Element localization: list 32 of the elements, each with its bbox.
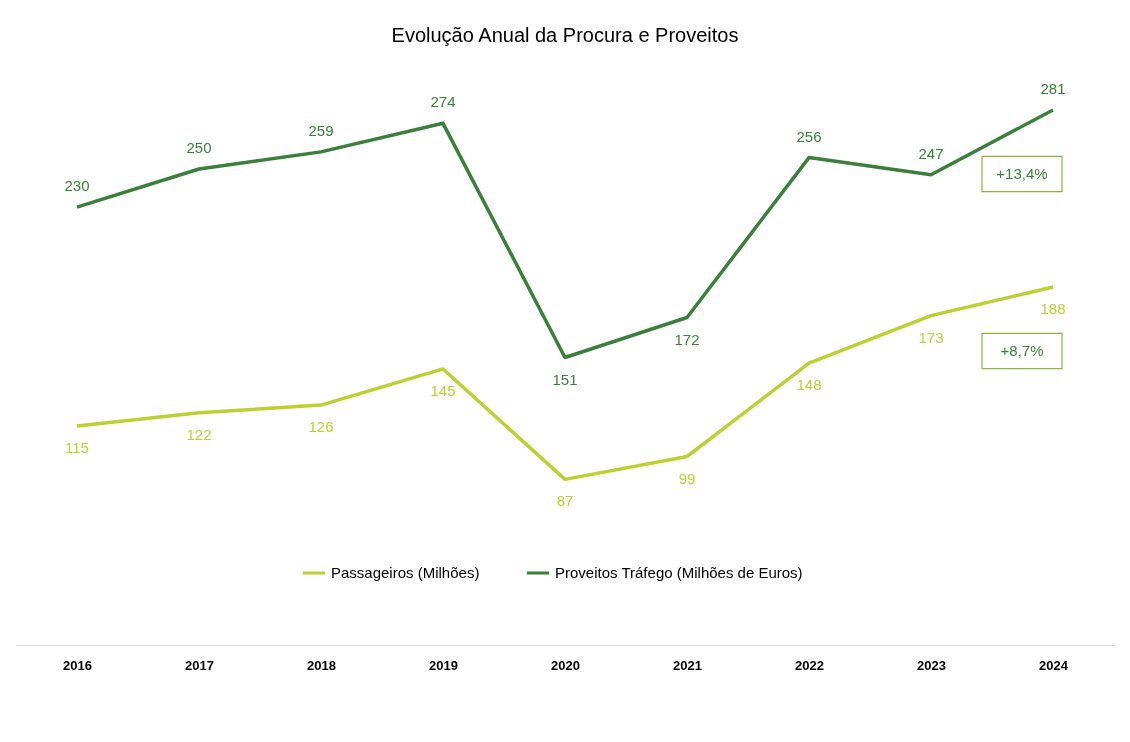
legend-label: Passageiros (Milhões) [331,564,480,581]
x-tick-label: 2020 [551,657,580,673]
data-label: 99 [678,469,696,487]
data-label: 256 [796,127,822,145]
annotation: +13,4% [996,165,1048,182]
annotation: +8,7% [1000,342,1044,360]
data-label: 145 [430,381,456,399]
x-tick-label: 2018 [307,657,336,673]
chart-title: Evolução Anual da Procura e Proveitos [391,24,739,46]
data-label: 247 [918,144,944,162]
data-label: 126 [308,418,334,436]
x-tick-label: 2024 [1039,657,1069,673]
x-tick-label: 2017 [185,657,214,673]
data-label: 172 [674,330,700,348]
data-label: 122 [186,425,212,443]
legend-label: Proveitos Tráfego (Milhões de Euros) [555,564,803,581]
x-tick-label: 2023 [917,657,946,673]
x-tick-label: 2021 [673,657,702,673]
data-label: 173 [918,328,944,346]
data-label: 250 [186,139,212,157]
data-label: 115 [65,439,89,457]
data-label: 259 [308,121,334,139]
data-label: 151 [552,370,578,388]
data-label: 230 [64,177,90,195]
data-label: 188 [1040,300,1066,318]
x-tick-label: 2016 [63,657,92,673]
data-label: 87 [556,492,574,510]
x-tick-label: 2022 [795,657,824,673]
data-label: 281 [1040,80,1066,97]
x-tick-label: 2019 [429,657,458,673]
data-label: 274 [430,93,456,111]
data-label: 148 [796,376,822,394]
